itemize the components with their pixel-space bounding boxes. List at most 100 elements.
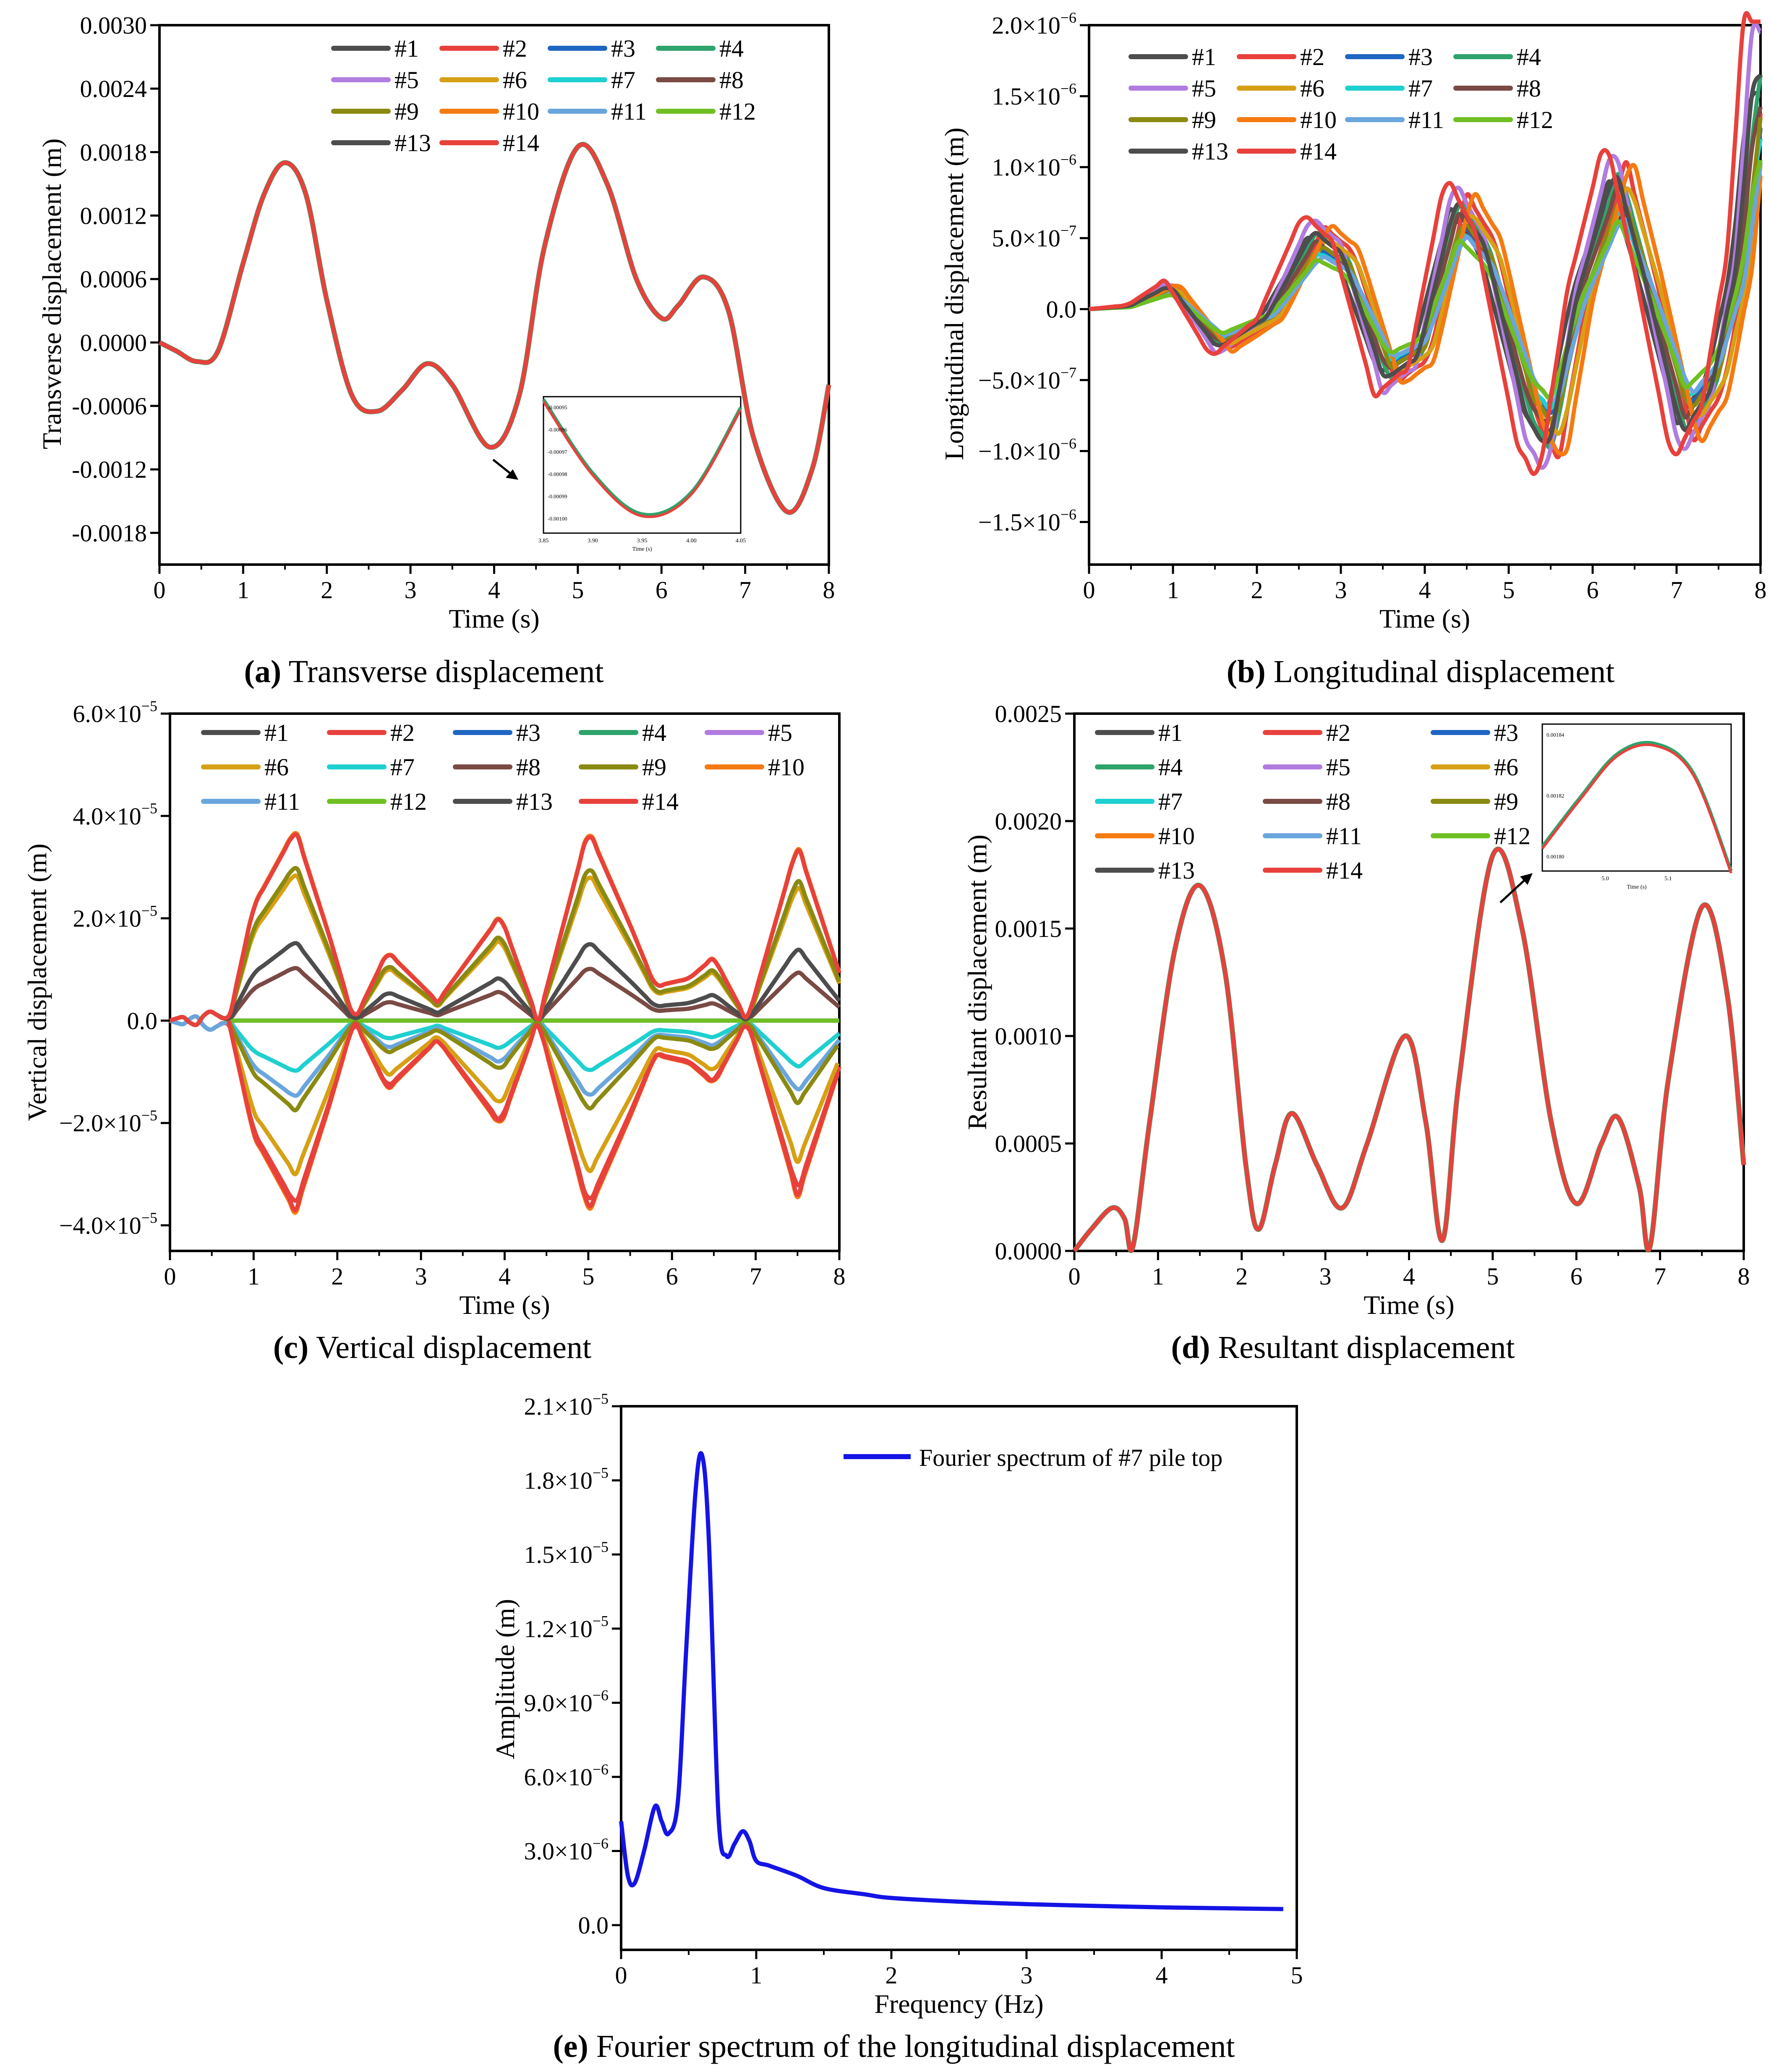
- legend-label: #14: [503, 129, 539, 157]
- x-tick-label: 7: [739, 576, 751, 604]
- series-line-14: [169, 832, 841, 1027]
- legend-label: #4: [1517, 43, 1541, 71]
- y-tick-label: 2.0×10−6: [992, 9, 1076, 39]
- legend-label: #7: [390, 753, 415, 781]
- legend-label: #9: [394, 98, 419, 125]
- caption-label: (b): [1227, 654, 1266, 689]
- panel-caption: (a) Transverse displacement: [244, 654, 604, 689]
- series-line-overlap: [1072, 846, 1746, 1253]
- series-line-14: [1073, 847, 1746, 1253]
- legend-label: #2: [390, 719, 415, 746]
- x-tick-label: 4: [488, 576, 500, 604]
- legend-label: #1: [264, 719, 289, 746]
- legend-label: #10: [768, 753, 805, 781]
- legend-label: #14: [1326, 857, 1363, 884]
- y-tick-exponent: −7: [1061, 364, 1076, 381]
- legend-label: #12: [1517, 106, 1553, 133]
- y-tick-mantissa: −1.0×10: [978, 437, 1061, 465]
- legend-label: #10: [1300, 106, 1337, 133]
- inset-y-tick-label: -0.00098: [548, 471, 567, 477]
- series-group: [1089, 11, 1763, 476]
- inset-x-tick-label: 5.1: [1664, 876, 1672, 882]
- legend-label: #12: [390, 788, 427, 815]
- inset-y-tick-label: 0.00180: [1546, 853, 1564, 860]
- legend-label: #1: [1192, 43, 1216, 71]
- y-tick-mantissa: −4.0×10: [59, 1212, 141, 1239]
- x-tick-label: 0: [615, 1962, 627, 1989]
- x-tick-label: 5: [1503, 576, 1515, 604]
- y-tick-label: 0.0025: [995, 700, 1062, 727]
- caption-text: Longitudinal displacement: [1266, 654, 1615, 689]
- y-axis-title: Transverse displacement (m): [37, 139, 67, 450]
- inset-x-tick-label: 3.90: [588, 538, 598, 544]
- x-tick-label: 3: [1319, 1263, 1332, 1290]
- x-tick-label: 0: [164, 1263, 176, 1290]
- chart-panel-c: 0 1 2 3 4 5 6 7 86.0×10−54.0×10−52.0×10−50.0−2.0…: [22, 698, 846, 1365]
- plot-frame: [620, 1405, 1298, 1951]
- y-tick-label: 0.0: [578, 1912, 609, 1939]
- x-tick-label: 4: [1419, 576, 1431, 604]
- y-tick-exponent: −5: [593, 1464, 609, 1481]
- y-tick-exponent: −6: [1061, 80, 1076, 97]
- inset-x-tick-label: 4.05: [736, 538, 746, 544]
- inset-y-tick-label: -0.00095: [548, 404, 567, 411]
- x-tick-label: 0: [1068, 1263, 1081, 1290]
- inset-x-tick-label: 3.85: [538, 538, 549, 544]
- x-tick-label: 7: [1671, 576, 1683, 604]
- legend-label: #1: [1158, 719, 1183, 746]
- x-tick-label: 3: [415, 1263, 427, 1290]
- legend-label: #7: [1158, 788, 1183, 815]
- x-tick-label: 5: [1291, 1962, 1303, 1989]
- y-tick-exponent: −6: [1061, 506, 1076, 523]
- chart-panel-e: 0 1 2 3 4 52.1×10−51.8×10−51.5×10−51.2×10−59.…: [490, 1390, 1303, 2064]
- y-tick-exponent: −6: [1061, 9, 1076, 26]
- legend-label: #7: [611, 66, 635, 94]
- inset-frame: [1541, 723, 1732, 872]
- x-tick-label: 6: [1570, 1263, 1583, 1290]
- x-axis-title: Time (s): [1364, 1290, 1454, 1320]
- y-tick-label: 0.0012: [80, 202, 147, 230]
- series-group: [1072, 846, 1746, 1253]
- x-tick-label: 2: [321, 576, 333, 604]
- y-tick-mantissa: 1.2×10: [524, 1615, 593, 1643]
- y-tick-mantissa: −5.0×10: [978, 366, 1061, 394]
- x-axis-title: Time (s): [1379, 604, 1470, 633]
- legend-label: Fourier spectrum of #7 pile top: [919, 1444, 1222, 1471]
- inset-arrow: [1499, 876, 1528, 903]
- legend-label: #6: [264, 753, 289, 781]
- legend-label: #3: [611, 35, 635, 62]
- caption-text: Vertical displacement: [308, 1330, 591, 1365]
- legend-label: #8: [719, 66, 744, 94]
- y-axis-title: Resultant displacement (m): [962, 835, 992, 1130]
- y-tick-mantissa: 1.5×10: [524, 1541, 593, 1568]
- legend-label: #4: [1158, 753, 1183, 781]
- legend-label: #11: [611, 98, 647, 125]
- legend-label: #12: [719, 98, 756, 125]
- series-line-13: [169, 941, 841, 1027]
- y-tick-label: 0.0000: [995, 1237, 1062, 1265]
- inset-arrowhead: [506, 469, 518, 480]
- y-tick-mantissa: 1.5×10: [992, 83, 1061, 110]
- legend-label: #9: [642, 753, 666, 781]
- y-tick-label: 0.0020: [995, 808, 1062, 835]
- inset-x-tick-label: 4.00: [686, 538, 697, 544]
- caption-text: Resultant displacement: [1210, 1330, 1515, 1365]
- series-line-12: [1089, 160, 1763, 400]
- legend-label: #1: [394, 35, 419, 62]
- legend-label: #2: [1300, 43, 1324, 71]
- series-line-12: [169, 1010, 839, 1027]
- inset-x-tick-label: 5.0: [1601, 876, 1609, 882]
- y-tick-label: 1.0×10−6: [992, 151, 1076, 181]
- series-line-fourier: [619, 1451, 1283, 1911]
- legend-label: #3: [1408, 43, 1433, 71]
- series-line-13: [1089, 73, 1763, 445]
- legend-label: #2: [503, 35, 527, 62]
- y-tick-exponent: −5: [141, 903, 157, 919]
- legend-label: #5: [394, 66, 419, 94]
- y-tick-label: −5.0×10−7: [978, 364, 1076, 394]
- caption-text: Transverse displacement: [281, 654, 603, 689]
- x-tick-label: 2: [886, 1962, 898, 1989]
- inset-x-axis-title: Time (s): [1627, 884, 1647, 890]
- x-tick-label: 1: [1152, 1263, 1164, 1290]
